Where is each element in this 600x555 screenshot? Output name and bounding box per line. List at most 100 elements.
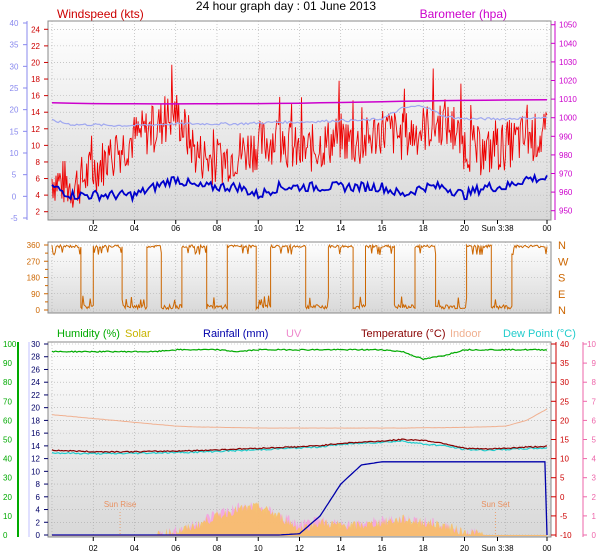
rainfall-axis-tick: 18 <box>31 416 40 425</box>
windspeed-axis-tick: 20 <box>31 58 40 67</box>
rainfall-axis-tick: 16 <box>31 429 40 438</box>
x-tick-label: 18 <box>419 224 428 233</box>
uv-axis-tick: 2 <box>592 493 597 502</box>
humidity-axis-tick: 0 <box>3 531 8 540</box>
windspeed-axis-tick: 4 <box>36 191 41 200</box>
barometer-axis-tick: 990 <box>559 132 573 141</box>
x-tick-label: 10 <box>254 224 263 233</box>
temperature-ref-axis-tick: 10 <box>10 149 19 158</box>
humidity-axis-tick: 20 <box>3 493 12 502</box>
windspeed-label: Windspeed (kts) <box>57 7 144 21</box>
compass-label: E <box>558 289 565 301</box>
x-tick-label: Sun 3:38 <box>481 544 514 553</box>
barometer-axis-tick: 980 <box>559 151 573 160</box>
barometer-axis-tick: 1040 <box>559 39 577 48</box>
chart-title: 24 hour graph day : 01 June 2013 <box>196 0 376 13</box>
windspeed-axis-tick: 8 <box>36 158 41 167</box>
x-tick-label: Sun 3:38 <box>481 224 514 233</box>
rainfall-axis-tick: 12 <box>31 455 40 464</box>
x-tick-label: 00 <box>543 544 552 553</box>
barometer-axis-tick: 960 <box>559 188 573 197</box>
x-tick-label: 00 <box>543 224 552 233</box>
temperature-ref-axis-tick: 40 <box>10 19 19 28</box>
rainfall-axis-tick: 30 <box>31 340 40 349</box>
windspeed-axis-tick: 10 <box>31 141 40 150</box>
temperature-ref-series <box>51 104 548 128</box>
wind-direction-series <box>51 243 548 311</box>
barometer-axis-tick: 1010 <box>559 95 577 104</box>
x-tick-label: 12 <box>295 544 304 553</box>
windspeed-axis-tick: 14 <box>31 108 40 117</box>
rainfall-axis-tick: 26 <box>31 365 40 374</box>
x-tick-label: 02 <box>89 224 98 233</box>
compass-label: N <box>558 305 566 317</box>
temperature-ref-axis-tick: 15 <box>10 127 19 136</box>
solar-area <box>52 501 547 536</box>
temperature-ref-axis-tick: -5 <box>10 214 18 223</box>
x-tick-label: 16 <box>378 224 387 233</box>
windspeed-axis-tick: 22 <box>31 42 40 51</box>
humidity-axis-tick: 80 <box>3 378 12 387</box>
temperature-series <box>51 438 548 453</box>
legend-item: Humidity (%) <box>57 328 120 340</box>
barometer-axis-tick: 950 <box>559 207 573 216</box>
barometer-axis-tick: 1000 <box>559 114 577 123</box>
temperature-axis-tick: -5 <box>560 512 568 521</box>
legend-item: Temperature (°C) <box>361 328 445 340</box>
barometer-axis-tick: 1020 <box>559 77 577 86</box>
rainfall-axis-tick: 0 <box>36 531 41 540</box>
barometer-series <box>51 98 548 105</box>
uv-axis-tick: 5 <box>592 436 597 445</box>
x-tick-label: 02 <box>89 544 98 553</box>
direction-axis-tick: 270 <box>27 257 41 266</box>
x-tick-label: 04 <box>130 544 139 553</box>
rainfall-axis-tick: 8 <box>36 480 41 489</box>
uv-axis-tick: 9 <box>592 359 597 368</box>
temperature-axis-tick: 0 <box>560 493 565 502</box>
temperature-axis-tick: 35 <box>560 359 569 368</box>
humidity-axis-tick: 70 <box>3 397 12 406</box>
x-tick-label: 16 <box>378 544 387 553</box>
uv-axis-tick: 8 <box>592 378 597 387</box>
windspeed-axis-tick: 2 <box>36 208 41 217</box>
x-tick-label: 10 <box>254 544 263 553</box>
uv-axis-tick: 1 <box>592 512 597 521</box>
indoor-series <box>51 408 548 429</box>
rainfall-axis-tick: 4 <box>36 506 41 515</box>
avg-wind-series <box>51 172 548 204</box>
x-tick-label: 20 <box>460 544 469 553</box>
humidity-axis-tick: 40 <box>3 455 12 464</box>
uv-axis-tick: 3 <box>592 474 597 483</box>
gust-series <box>51 64 548 208</box>
windspeed-axis-tick: 18 <box>31 75 40 84</box>
rainfall-axis-tick: 10 <box>31 467 40 476</box>
sun-annotation: Sun Set <box>481 500 510 509</box>
legend-item: Solar <box>125 328 151 340</box>
uv-axis-tick: 10 <box>587 340 596 349</box>
humidity-axis-tick: 10 <box>3 512 12 521</box>
temperature-ref-axis-tick: 20 <box>10 106 19 115</box>
sun-annotation: Sun Rise <box>104 500 137 509</box>
x-tick-label: 06 <box>171 224 180 233</box>
compass-label: S <box>558 273 565 285</box>
temperature-axis-tick: 25 <box>560 397 569 406</box>
windspeed-axis-tick: 6 <box>36 175 41 184</box>
humidity-series <box>51 348 548 361</box>
windspeed-axis-tick: 16 <box>31 92 40 101</box>
temperature-ref-axis-tick: 30 <box>10 62 19 71</box>
x-tick-label: 14 <box>336 224 345 233</box>
temperature-ref-axis-tick: 35 <box>10 41 19 50</box>
temperature-axis-tick: 40 <box>560 340 569 349</box>
rainfall-axis-tick: 6 <box>36 493 41 502</box>
direction-axis-tick: 360 <box>27 241 41 250</box>
uv-axis-tick: 0 <box>592 531 597 540</box>
humidity-axis-tick: 50 <box>3 436 12 445</box>
humidity-axis-tick: 100 <box>3 340 17 349</box>
legend-item: Rainfall (mm) <box>203 328 268 340</box>
temperature-axis-tick: 5 <box>560 474 565 483</box>
temperature-axis-tick: 30 <box>560 378 569 387</box>
x-tick-label: 14 <box>336 544 345 553</box>
legend-item: Dew Point (°C) <box>503 328 576 340</box>
temperature-axis-tick: 20 <box>560 416 569 425</box>
